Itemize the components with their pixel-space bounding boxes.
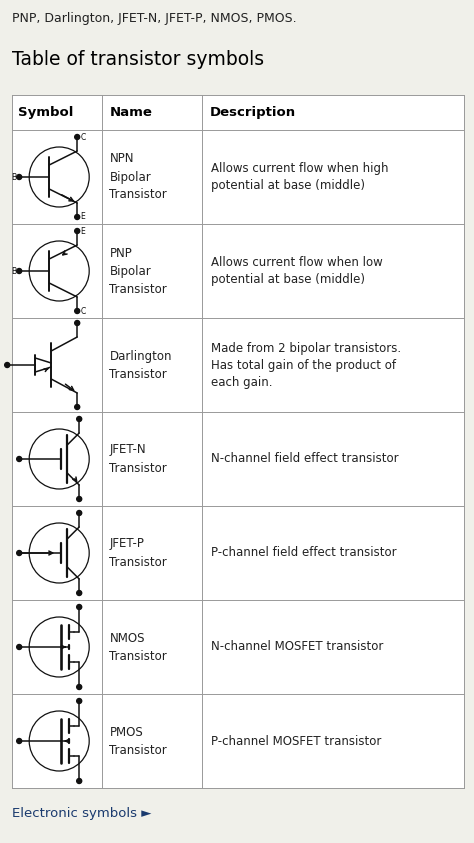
Text: Darlington
Transistor: Darlington Transistor (109, 350, 172, 380)
Bar (12, 95, 464, 788)
Text: Description: Description (210, 106, 296, 119)
Text: NMOS
Transistor: NMOS Transistor (109, 631, 167, 663)
Text: P-channel field effect transistor: P-channel field effect transistor (211, 546, 396, 560)
Text: Name: Name (109, 106, 152, 119)
Circle shape (17, 269, 22, 273)
Circle shape (17, 457, 22, 461)
Circle shape (77, 590, 82, 595)
Text: Allows current flow when low
potential at base (middle): Allows current flow when low potential a… (211, 256, 383, 286)
Text: NPN
Bipolar
Transistor: NPN Bipolar Transistor (109, 153, 167, 201)
Circle shape (75, 405, 80, 410)
Circle shape (17, 175, 22, 180)
Circle shape (5, 362, 9, 368)
Circle shape (77, 416, 82, 422)
Circle shape (75, 214, 80, 219)
Text: PNP
Bipolar
Transistor: PNP Bipolar Transistor (109, 246, 167, 296)
Text: JFET-N
Transistor: JFET-N Transistor (109, 443, 167, 475)
Text: Symbol: Symbol (18, 106, 73, 119)
Text: N-channel field effect transistor: N-channel field effect transistor (211, 453, 399, 465)
Circle shape (75, 228, 80, 234)
Text: Made from 2 bipolar transistors.
Has total gain of the product of
each gain.: Made from 2 bipolar transistors. Has tot… (211, 341, 401, 389)
Circle shape (75, 135, 80, 139)
Circle shape (77, 699, 82, 704)
Circle shape (77, 497, 82, 502)
Circle shape (77, 511, 82, 516)
Text: Table of transistor symbols: Table of transistor symbols (12, 50, 264, 69)
Circle shape (75, 309, 80, 314)
Text: B: B (11, 173, 16, 181)
Text: PMOS
Transistor: PMOS Transistor (109, 726, 167, 756)
Circle shape (17, 550, 22, 556)
Text: E: E (80, 227, 85, 235)
Text: Allows current flow when high
potential at base (middle): Allows current flow when high potential … (211, 162, 388, 192)
Text: E: E (80, 212, 85, 222)
Circle shape (77, 778, 82, 783)
Text: P-channel MOSFET transistor: P-channel MOSFET transistor (211, 734, 381, 748)
Circle shape (17, 738, 22, 744)
Circle shape (17, 645, 22, 649)
Text: C: C (80, 132, 85, 142)
Text: JFET-P
Transistor: JFET-P Transistor (109, 538, 167, 568)
Text: C: C (80, 307, 85, 315)
Text: PNP, Darlington, JFET-N, JFET-P, NMOS, PMOS.: PNP, Darlington, JFET-N, JFET-P, NMOS, P… (12, 12, 297, 25)
Text: N-channel MOSFET transistor: N-channel MOSFET transistor (211, 641, 383, 653)
Text: Electronic symbols ►: Electronic symbols ► (12, 807, 152, 819)
Circle shape (77, 685, 82, 690)
Text: B: B (11, 266, 16, 276)
Circle shape (77, 604, 82, 609)
Circle shape (75, 320, 80, 325)
